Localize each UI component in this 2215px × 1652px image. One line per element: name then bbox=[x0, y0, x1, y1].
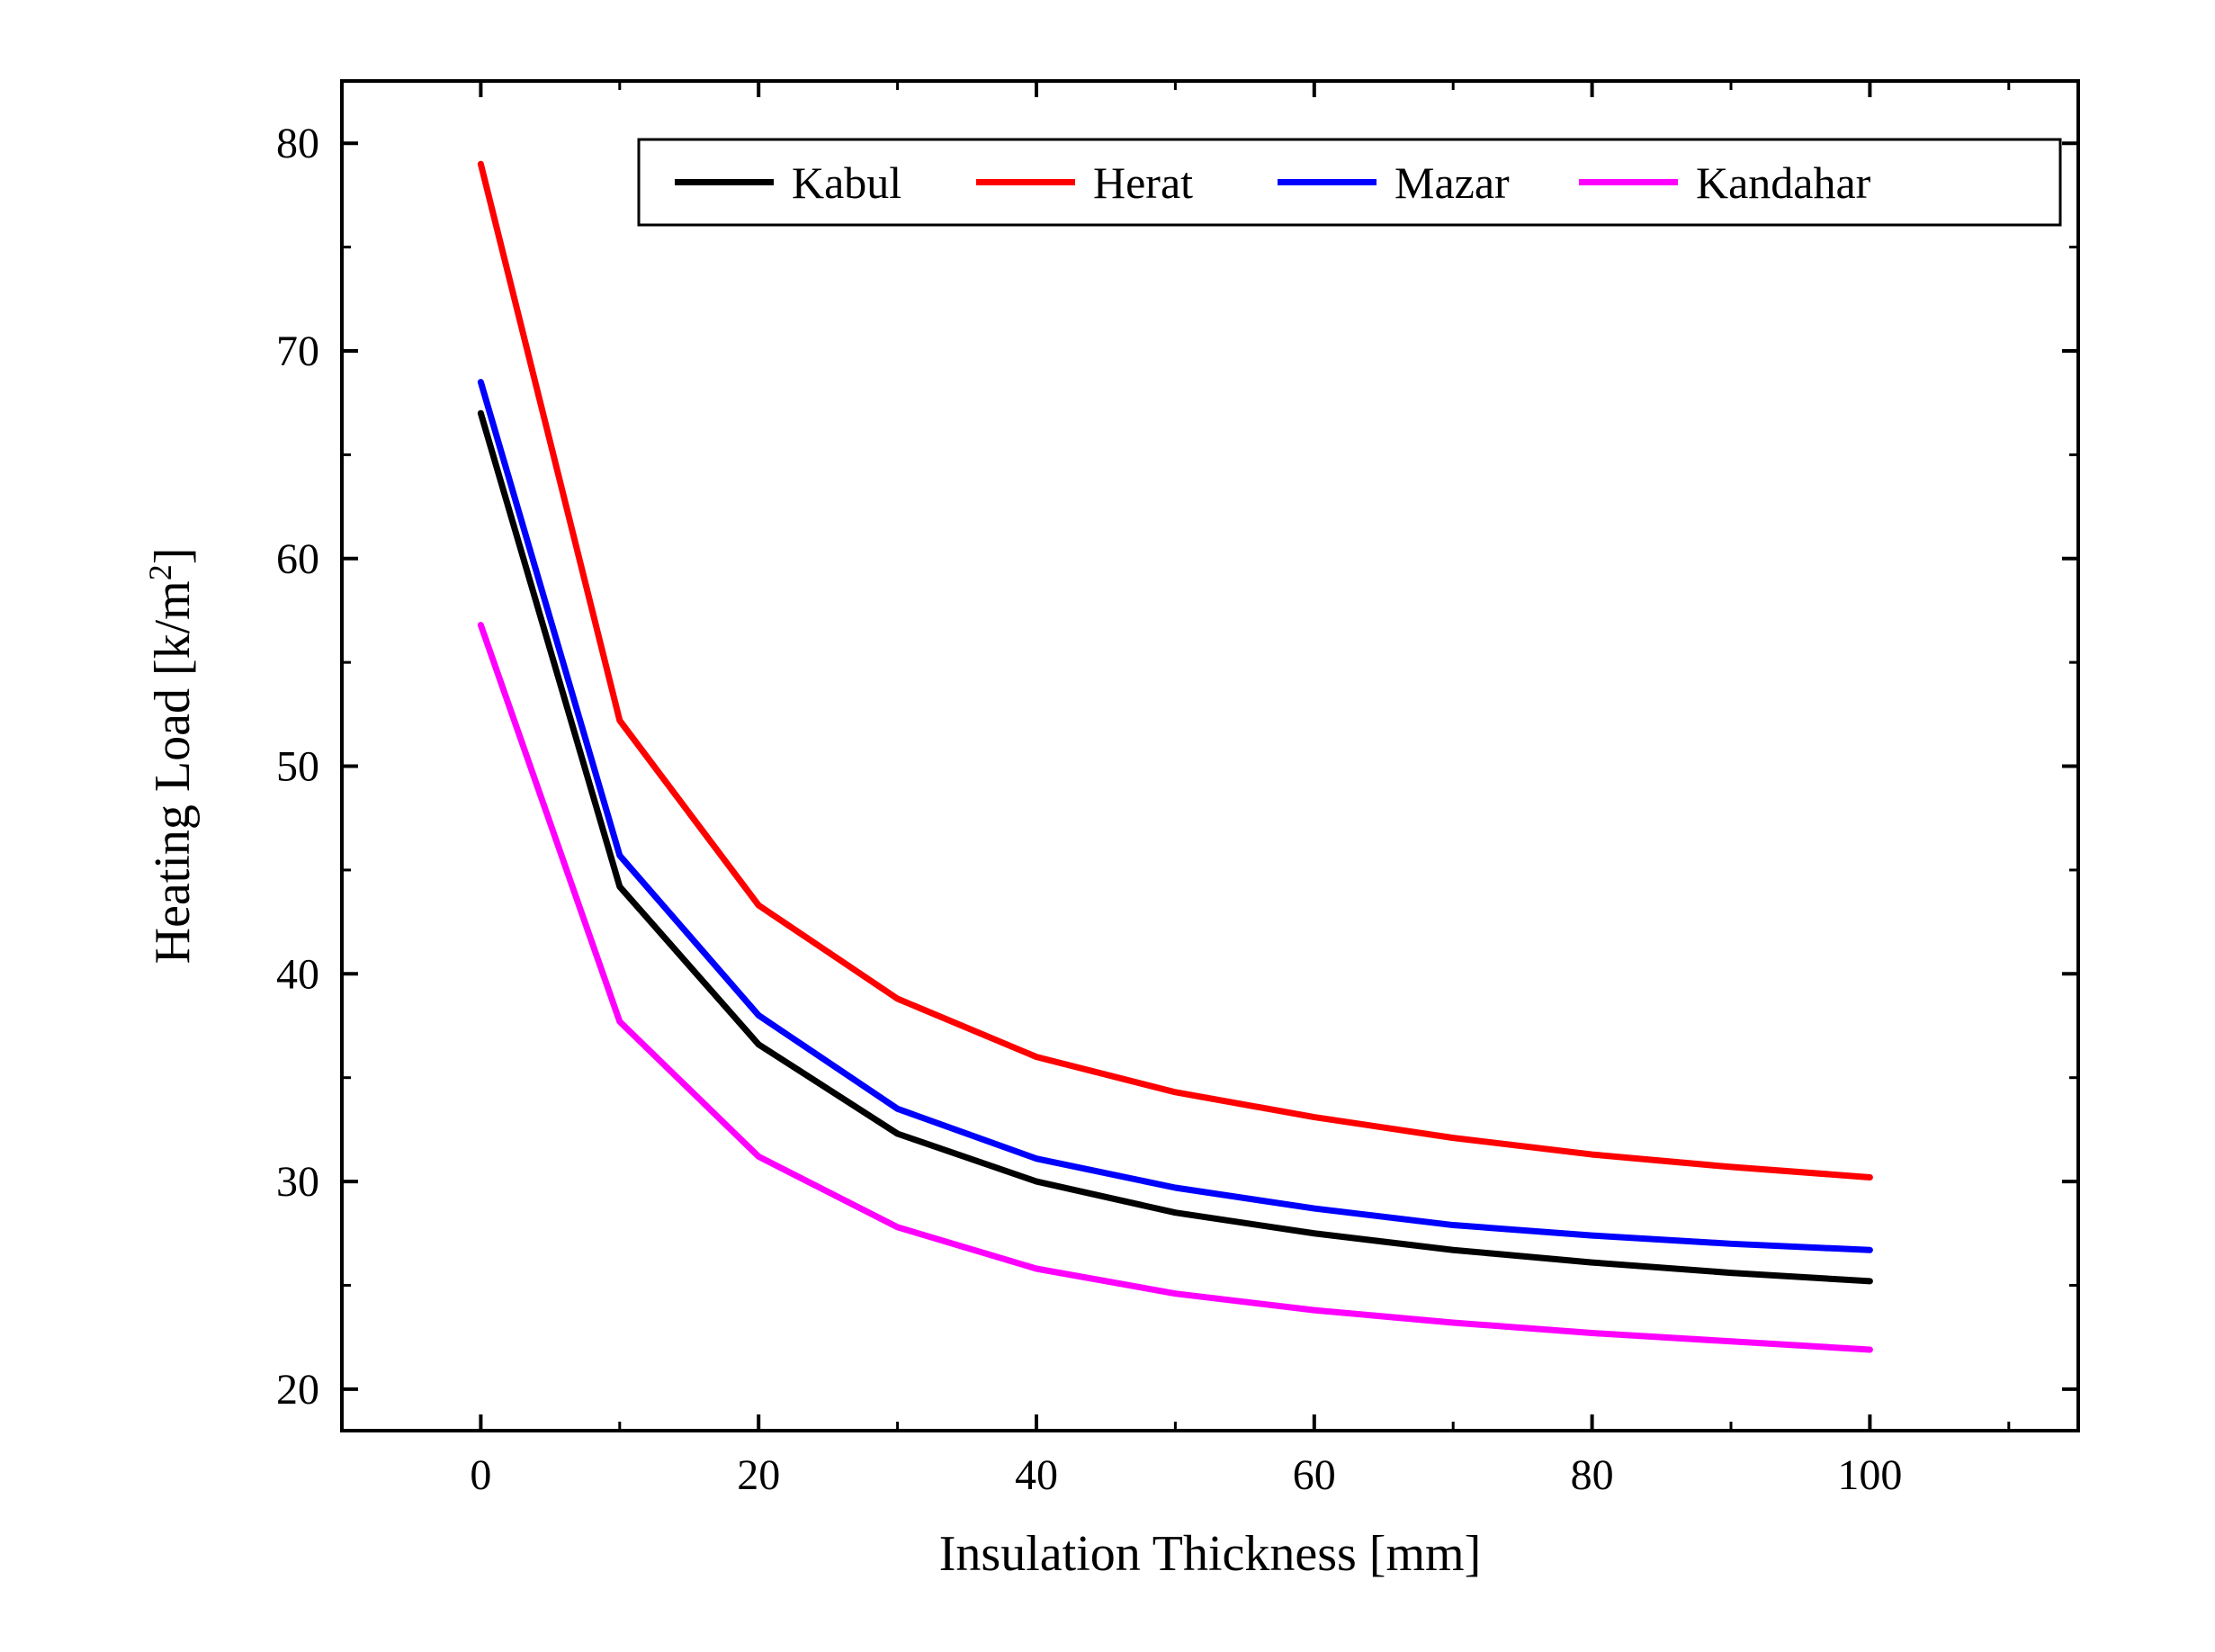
legend-label-kandahar: Kandahar bbox=[1696, 157, 1871, 208]
x-axis-label: Insulation Thickness [mm] bbox=[939, 1526, 1481, 1582]
y-tick-label: 80 bbox=[276, 120, 319, 167]
y-tick-label: 20 bbox=[276, 1366, 319, 1414]
x-tick-label: 100 bbox=[1837, 1451, 1902, 1499]
y-axis-label: Heating Load [k/m2] bbox=[142, 548, 201, 965]
x-tick-label: 20 bbox=[737, 1451, 780, 1499]
chart-svg: 0 20 40 60 80 100 20 30 40 50 60 70 80 Insulation Thi… bbox=[0, 0, 2215, 1652]
legend-label-kabul: Kabul bbox=[792, 157, 901, 208]
y-tick-label: 40 bbox=[276, 950, 319, 998]
legend: Kabul Herat Mazar Kandahar bbox=[639, 139, 2060, 225]
y-tick-label: 60 bbox=[276, 535, 319, 583]
x-tick-label: 80 bbox=[1571, 1451, 1614, 1499]
line-chart: 0 20 40 60 80 100 20 30 40 50 60 70 80 Insulation Thi… bbox=[0, 0, 2215, 1652]
y-tick-label: 30 bbox=[276, 1158, 319, 1206]
y-tick-label: 50 bbox=[276, 743, 319, 791]
x-tick-label: 40 bbox=[1015, 1451, 1058, 1499]
x-tick-label: 60 bbox=[1293, 1451, 1336, 1499]
legend-label-herat: Herat bbox=[1093, 157, 1193, 208]
legend-label-mazar: Mazar bbox=[1394, 157, 1510, 208]
y-tick-label: 70 bbox=[276, 328, 319, 375]
x-tick-label: 0 bbox=[470, 1451, 491, 1499]
